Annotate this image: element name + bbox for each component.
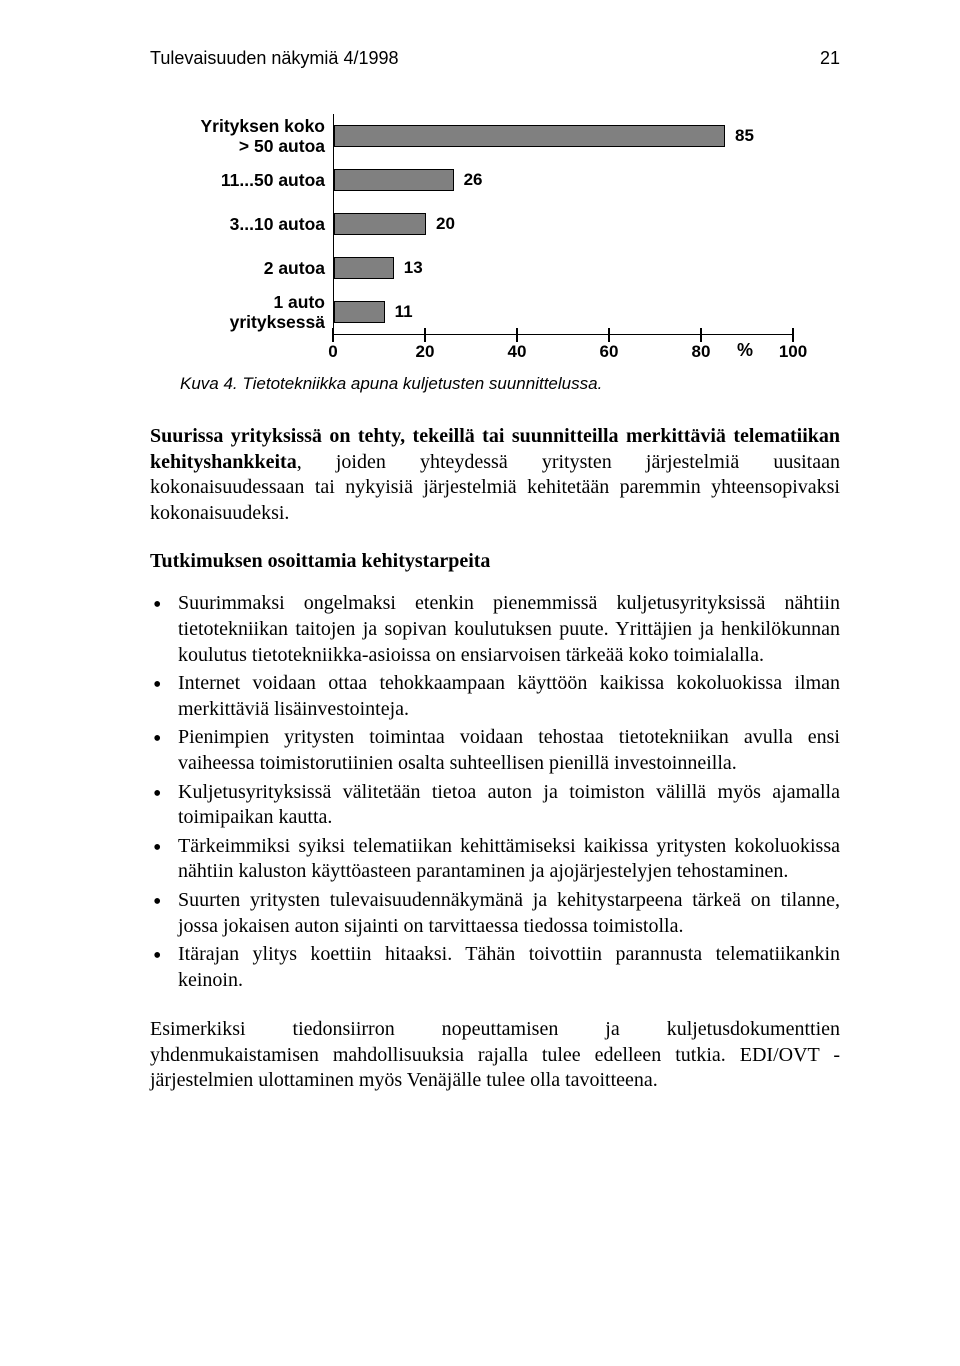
tick-label: 80: [692, 342, 711, 362]
running-head: Tulevaisuuden näkymiä 4/1998 21: [150, 48, 840, 69]
bar: [334, 125, 725, 147]
chart-row: 3...10 autoa 20: [165, 202, 840, 246]
tick-label: 20: [416, 342, 435, 362]
bar-value: 20: [436, 214, 455, 234]
category-label: 3...10 autoa: [165, 214, 333, 234]
bar-value: 26: [464, 170, 483, 190]
tick: [424, 328, 426, 342]
figure-label: Kuva 4.: [180, 374, 238, 393]
tick: [700, 328, 702, 342]
page-number: 21: [820, 48, 840, 69]
list-item: Tärkeimmiksi syiksi telematiikan kehittä…: [150, 834, 840, 885]
bar-plot: 26: [333, 158, 794, 202]
chart-row: 2 autoa 13: [165, 246, 840, 290]
figure-caption: Kuva 4. Tietotekniikka apuna kuljetusten…: [180, 374, 840, 394]
category-label: 11...50 autoa: [165, 170, 333, 190]
company-size-chart: Yrityksen koko> 50 autoa 85 11...50 autoa 2…: [165, 114, 840, 364]
tick-label: 100: [779, 342, 807, 362]
bar: [334, 213, 426, 235]
bar-value: 11: [395, 302, 413, 322]
page: Tulevaisuuden näkymiä 4/1998 21 Yritykse…: [0, 0, 960, 1174]
bar-value: 13: [404, 258, 423, 278]
category-label: 2 autoa: [165, 258, 333, 278]
chart-row: 11...50 autoa 26: [165, 158, 840, 202]
tick: [792, 328, 794, 342]
chart-row: 1 autoyrityksessä 11: [165, 290, 840, 334]
bar-plot: 11: [333, 290, 794, 334]
category-label: Yrityksen koko> 50 autoa: [165, 116, 333, 156]
findings-list: Suurimmaksi ongelmaksi etenkin pienemmis…: [150, 591, 840, 993]
list-item: Internet voidaan ottaa tehokkaampaan käy…: [150, 671, 840, 722]
paragraph-1: Suurissa yrityksissä on tehty, tekeillä …: [150, 424, 840, 526]
list-item: Pienimpien yritysten toimintaa voidaan t…: [150, 725, 840, 776]
tick-label: 60: [600, 342, 619, 362]
figure-text: Tietotekniikka apuna kuljetusten suunnit…: [242, 374, 602, 393]
running-title: Tulevaisuuden näkymiä 4/1998: [150, 48, 399, 69]
bar-plot: 13: [333, 246, 794, 290]
bar: [334, 169, 454, 191]
x-axis: 0 20 40 60 80% 100: [165, 334, 840, 364]
bar: [334, 301, 385, 323]
paragraph-2: Esimerkiksi tiedonsiirron nopeuttamisen …: [150, 1017, 840, 1094]
bar: [334, 257, 394, 279]
tick-label: 40: [508, 342, 527, 362]
bar-value: 85: [735, 126, 754, 146]
list-item: Itärajan ylitys koettiin hitaaksi. Tähän…: [150, 942, 840, 993]
tick-label: 0: [328, 342, 337, 362]
bar-plot: 85: [333, 114, 794, 158]
category-label: 1 autoyrityksessä: [165, 292, 333, 332]
list-item: Suurten yritysten tulevaisuudennäkymänä …: [150, 888, 840, 939]
section-heading: Tutkimuksen osoittamia kehitystarpeita: [150, 550, 840, 573]
percent-symbol: %: [737, 340, 753, 361]
tick: [516, 328, 518, 342]
bar-plot: 20: [333, 202, 794, 246]
chart-row: Yrityksen koko> 50 autoa 85: [165, 114, 840, 158]
list-item: Kuljetusyrityksissä välitetään tietoa au…: [150, 780, 840, 831]
tick: [608, 328, 610, 342]
list-item: Suurimmaksi ongelmaksi etenkin pienemmis…: [150, 591, 840, 668]
